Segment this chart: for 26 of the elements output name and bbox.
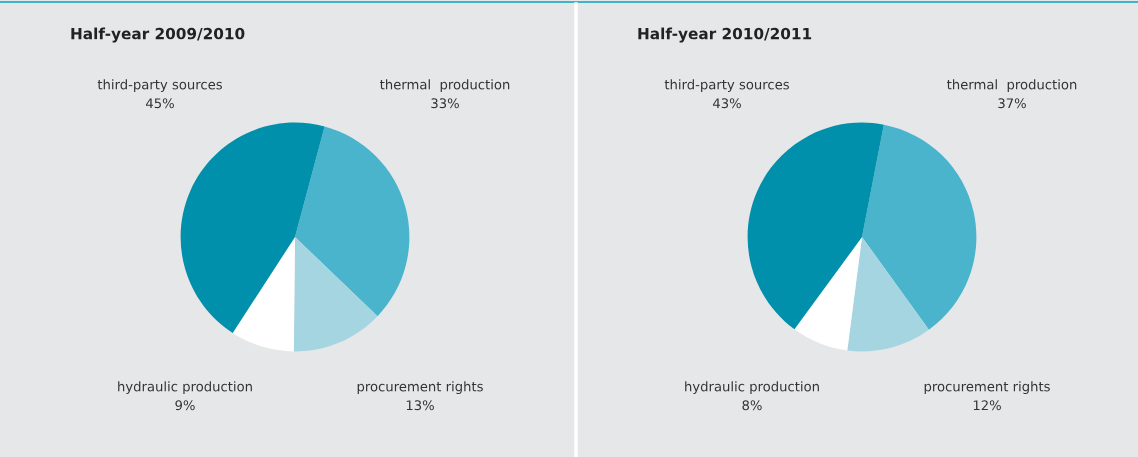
slice-label: third-party sources: [664, 79, 789, 92]
data-label: 13%: [406, 400, 434, 411]
slice-label: third-party sources: [97, 79, 222, 92]
slice-label: procurement rights: [357, 381, 483, 394]
pie-slice: [794, 237, 862, 351]
slice-label: procurement rights: [924, 381, 1050, 394]
pie-slice: [862, 124, 977, 330]
data-label: 9%: [175, 400, 195, 411]
pie-slice: [847, 237, 929, 352]
slice-label: hydraulic production: [685, 381, 819, 394]
data-label: 8%: [742, 400, 762, 411]
slice-label: hydraulic production: [118, 381, 252, 394]
pie-slice: [295, 126, 410, 317]
slice-label: thermal production: [947, 79, 1077, 92]
chart-title: Half-year 2009/2010: [71, 27, 245, 43]
pie-slice: [747, 122, 884, 330]
pie-slice: [293, 237, 378, 352]
pie-slice: [232, 237, 295, 352]
data-label: 12%: [973, 400, 1001, 411]
pie-slice: [180, 122, 325, 333]
data-label: 37%: [998, 98, 1026, 109]
chart-title: Half-year 2010/2011: [638, 27, 812, 43]
data-label: 45%: [145, 98, 174, 109]
slice-label: thermal production: [380, 79, 510, 92]
data-label: 33%: [431, 98, 459, 109]
data-label: 43%: [712, 98, 741, 109]
